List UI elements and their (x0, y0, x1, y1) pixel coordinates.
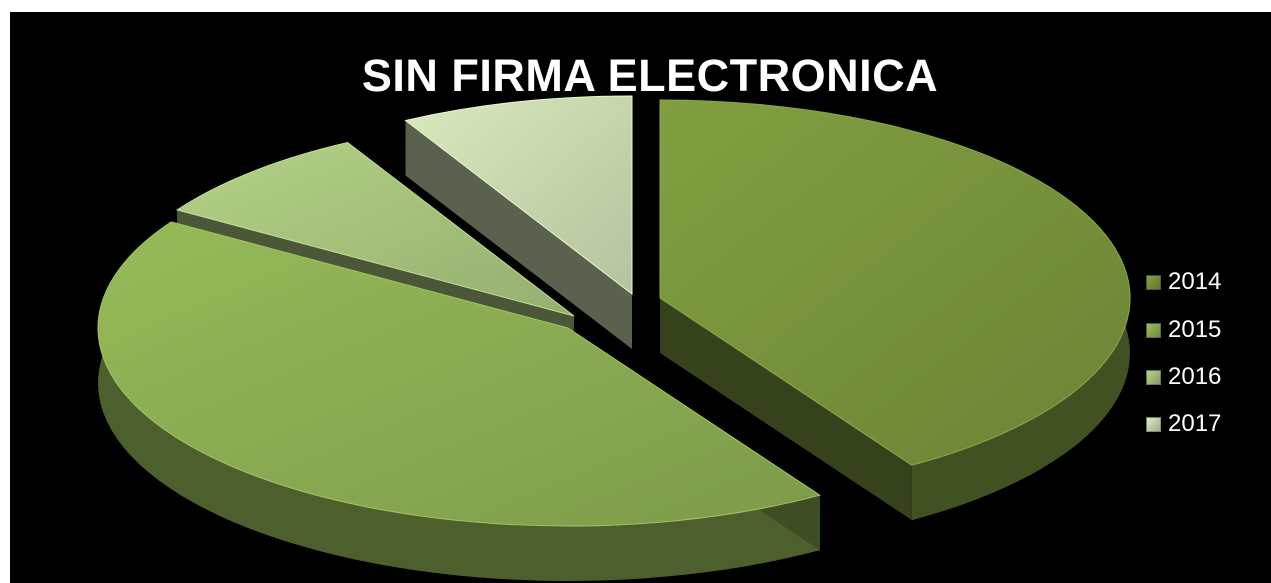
legend-label-2017: 2017 (1168, 410, 1222, 437)
pie-slice-cut-2014-1 (660, 298, 912, 521)
pie-slice-2014 (659, 99, 1131, 466)
legend-swatch-2014 (1146, 274, 1161, 290)
pie-slice-2015 (97, 221, 822, 527)
pie-slice-cut-2017-0 (405, 120, 632, 350)
legend-label-2016: 2016 (1168, 363, 1222, 390)
legend-item-2017: 2017 (1146, 409, 1221, 439)
chart-title: SIN FIRMA ELECTRONICA (361, 50, 939, 101)
legend-swatch-2016 (1146, 369, 1161, 385)
legend-item-2015: 2015 (1146, 315, 1221, 345)
pie-chart (97, 95, 1131, 581)
pie-slice-2017 (404, 95, 633, 296)
chart-area: SIN FIRMA ELECTRONICA 2014 2015 2016 201… (10, 12, 1271, 583)
legend-item-2014: 2014 (1146, 267, 1221, 297)
legend-swatch-2015 (1146, 322, 1161, 338)
pie-slice-side-2015 (98, 221, 820, 581)
legend-label-2014: 2014 (1168, 268, 1222, 295)
legend-label-2015: 2015 (1168, 316, 1222, 343)
pie-slice-2016 (175, 141, 575, 317)
legend-item-2016: 2016 (1146, 362, 1221, 392)
legend-swatch-2017 (1146, 416, 1161, 432)
